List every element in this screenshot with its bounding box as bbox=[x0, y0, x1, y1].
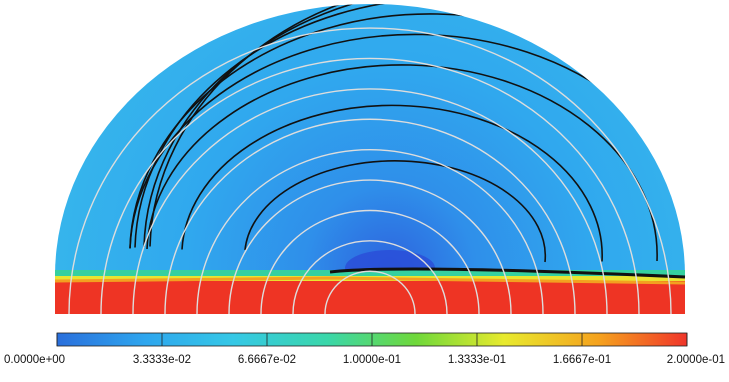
white-contour-line bbox=[228, 179, 512, 315]
white-contour-line bbox=[292, 240, 448, 315]
black-contour-line bbox=[244, 160, 547, 263]
colorbar-tick-label: 1.3333e-01 bbox=[448, 354, 506, 366]
colorbar-tick-label: 2.0000e-01 bbox=[667, 354, 725, 366]
lower-slab bbox=[54, 267, 686, 314]
colorbar-tick-label: 0.0000e+00 bbox=[4, 354, 65, 366]
white-contour-line bbox=[324, 270, 416, 315]
black-contour-line bbox=[143, 4, 685, 260]
white-contour-line bbox=[260, 209, 480, 315]
colorbar-ticks bbox=[56, 333, 688, 346]
white-contour-line bbox=[68, 27, 672, 315]
colorbar-tick-label: 1.6667e-01 bbox=[553, 354, 611, 366]
colorbar-tick-label: 6.6667e-02 bbox=[238, 354, 296, 366]
black-contour-line bbox=[181, 104, 603, 262]
white-contour-line bbox=[196, 148, 544, 315]
white-contour-line bbox=[100, 57, 640, 315]
black-contour-line bbox=[149, 4, 685, 259]
white-contour-line bbox=[132, 88, 608, 315]
colorbar-labels: 0.0000e+00 3.3333e-02 6.6667e-02 1.0000e-01… bbox=[4, 354, 725, 366]
colorbar-tick-label: 3.3333e-02 bbox=[133, 354, 191, 366]
semicircle-domain bbox=[55, 4, 685, 276]
black-contour-line bbox=[134, 4, 685, 260]
black-contour-line bbox=[129, 13, 685, 261]
colorbar-tick-label: 1.0000e-01 bbox=[343, 354, 401, 366]
white-contour-line bbox=[164, 118, 576, 315]
white-contour-lines bbox=[68, 27, 672, 315]
